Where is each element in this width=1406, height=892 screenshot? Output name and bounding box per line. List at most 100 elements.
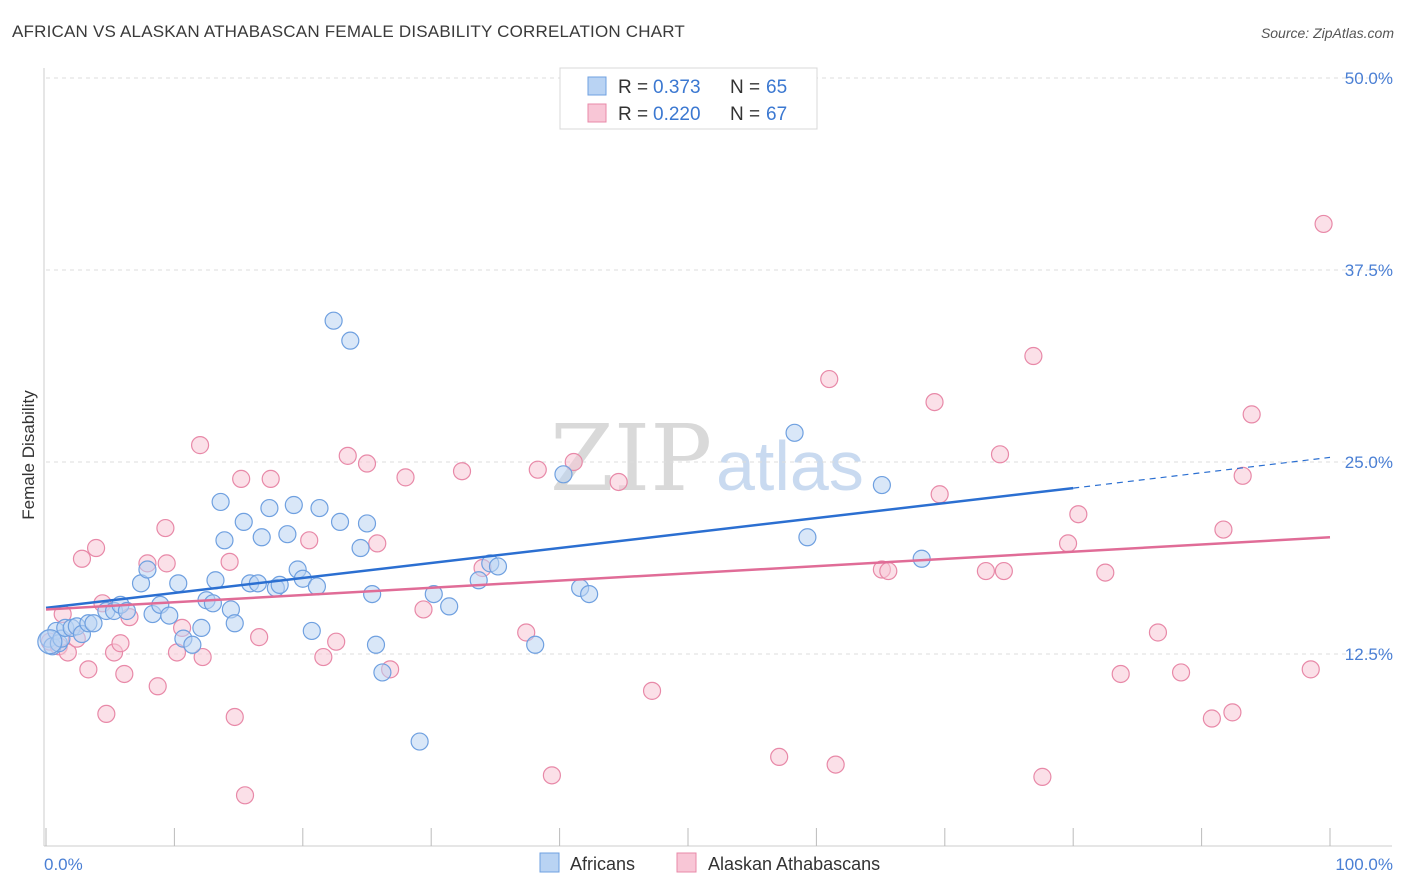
y-tick-label-0: 12.5% [1345,645,1393,664]
athabascan-point-23 [225,707,244,727]
athabascan-point-49 [879,561,898,581]
athabascan-point-7 [86,538,106,558]
athabascan-point-25 [235,786,255,805]
chart-title: AFRICAN VS ALASKAN ATHABASCAN FEMALE DIS… [12,22,686,41]
african-point-45 [324,311,343,330]
african-cluster-point [37,629,63,655]
athabascan-point-31 [338,446,357,465]
bottom-legend-athabascans: Alaskan Athabascans [708,854,880,874]
athabascan-point-60 [1111,664,1130,684]
athabascan-point-62 [1171,663,1191,682]
trendline-africans [45,486,1074,610]
african-point-35 [260,498,279,518]
athabascan-point-33 [368,534,387,553]
athabascan-point-37 [452,462,472,481]
african-point-38 [278,525,297,544]
athabascan-point-43 [609,472,628,492]
athabascan-point-26 [250,628,269,647]
trendlines [45,456,1331,611]
athabascan-point-58 [1069,505,1088,524]
legend-swatch-athabascans [587,103,607,123]
athabascan-point-29 [314,647,333,667]
african-point-14 [117,601,136,621]
athabascan-point-39 [517,623,536,642]
athabascan-point-9 [97,704,116,724]
legend-swatch-africans [587,76,607,96]
african-point-10 [84,614,103,633]
athabascan-point-66 [1233,466,1252,485]
source-label: Source: ZipAtlas.com [1260,25,1394,41]
athabascan-point-44 [642,681,662,700]
athabascan-point-45 [770,747,789,767]
athabascan-point-50 [925,392,944,412]
athabascan-point-36 [414,600,433,619]
african-point-52 [373,663,392,682]
african-point-55 [440,597,459,616]
african-point-64 [798,528,817,547]
african-point-44 [310,498,329,518]
african-point-43 [307,577,327,596]
x-tick-label-0: 0.0% [44,855,83,874]
athabascan-point-35 [396,468,415,487]
african-point-58 [488,557,508,576]
african-point-42 [302,621,321,641]
athabascan-point-11 [111,634,130,653]
y-tick-label-2: 37.5% [1345,261,1393,280]
athabascan-point-6 [79,660,98,679]
x-tick-label-1: 100.0% [1335,855,1393,874]
legend-r-label-2: R = [618,104,648,125]
athabascan-point-41 [542,766,561,785]
legend-r-value-1: 0.373 [653,77,701,98]
african-point-49 [357,514,377,533]
athabascan-point-67 [1242,405,1261,424]
top-legend: R = 0.373 N = 65 R = 0.220 N = 67 [559,67,818,130]
bottom-legend-swatch-africans [539,852,560,873]
athabascan-point-21 [193,647,212,667]
athabascan-point-22 [220,552,239,571]
bottom-legend: Africans Alaskan Athabascans [539,852,880,874]
athabascan-point-12 [115,664,134,684]
axes [43,68,1392,847]
athabascan-point-15 [148,677,167,696]
athabascan-point-53 [990,445,1010,464]
african-point-23 [192,618,211,637]
gridlines [46,77,1392,655]
athabascan-point-64 [1214,520,1233,539]
athabascan-point-46 [820,369,839,389]
bottom-legend-swatch-athabascans [676,852,697,873]
bottom-legend-africans: Africans [570,854,635,874]
y-tick-label-1: 25.0% [1345,453,1393,472]
athabascan-point-16 [156,518,175,538]
african-point-60 [554,465,573,484]
legend-n-value-1: 65 [766,77,787,98]
athabascan-point-57 [1058,534,1078,553]
african-point-39 [284,495,303,515]
african-point-16 [138,560,157,579]
legend-n-label-2: N = [730,104,760,125]
trendline-athabascans [45,536,1331,611]
athabascan-point-42 [564,452,583,472]
athabascan-point-27 [261,469,280,488]
athabascan-point-47 [826,755,845,774]
y-tick-label-3: 50.0% [1345,69,1393,88]
athabascan-point-68 [1301,660,1320,679]
athabascan-point-20 [190,436,210,455]
athabascan-point-28 [300,531,319,550]
african-point-25 [203,594,223,613]
african-point-28 [215,531,234,550]
athabascan-point-54 [994,561,1013,581]
african-point-46 [330,512,350,532]
african-point-19 [160,606,179,625]
athabascan-point-52 [976,561,995,581]
athabascan-point-51 [930,485,949,504]
y-axis-label: Female Disability [19,390,38,520]
athabascan-point-69 [1314,214,1333,234]
athabascan-point-65 [1223,703,1242,722]
legend-n-value-2: 67 [766,104,787,125]
legend-r-label-1: R = [618,77,648,98]
athabascan-point-30 [327,632,346,651]
african-point-27 [211,492,230,512]
african-point-20 [169,574,188,593]
legend-n-label-1: N = [730,77,760,98]
athabascan-point-63 [1202,709,1221,728]
